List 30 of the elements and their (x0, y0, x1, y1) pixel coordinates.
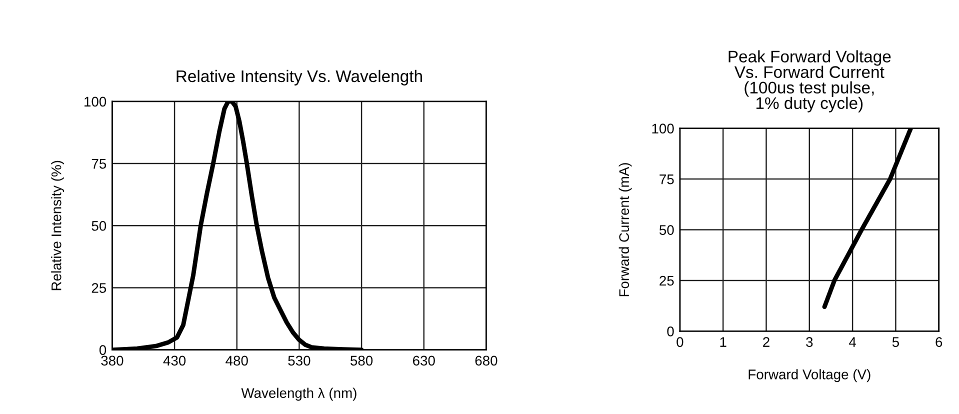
x-tick-label: 680 (475, 356, 498, 366)
y-tick-label: 25 (660, 276, 674, 286)
x-tick-label: 4 (849, 337, 856, 347)
y-axis-title: Forward Current (mA) (618, 163, 632, 296)
x-axis-title: Wavelength λ (nm) (241, 388, 356, 401)
x-tick-label: 3 (806, 337, 813, 347)
y-tick-label: 100 (84, 96, 106, 107)
x-tick-label: 580 (350, 356, 373, 366)
x-tick-label: 630 (413, 356, 435, 366)
x-axis-title: Forward Voltage (V) (748, 369, 870, 382)
y-tick-label: 100 (652, 124, 674, 134)
x-tick-label: 430 (163, 356, 186, 366)
y-tick-label: 25 (92, 283, 106, 293)
y-tick-label: 75 (92, 159, 106, 169)
y-tick-label: 75 (660, 174, 674, 184)
chart-title: Peak Forward Voltage Vs. Forward Current (100us test pulse, 1% duty cycle) (728, 50, 891, 112)
x-tick-label: 380 (101, 356, 124, 366)
x-tick-label: 2 (763, 337, 770, 347)
x-tick-label: 1 (720, 337, 726, 347)
x-tick-label: 0 (676, 337, 684, 347)
x-tick-label: 480 (226, 356, 248, 366)
y-tick-label: 0 (667, 326, 674, 336)
y-tick-label: 50 (92, 220, 106, 231)
y-tick-label: 0 (99, 345, 106, 355)
x-tick-label: 5 (892, 337, 899, 347)
y-tick-label: 50 (659, 225, 674, 235)
y-axis-title: Relative Intensity (%) (51, 160, 64, 290)
x-tick-label: 6 (936, 337, 942, 347)
chart-title: Relative Intensity Vs. Wavelength (176, 70, 422, 86)
x-tick-label: 530 (288, 356, 310, 366)
